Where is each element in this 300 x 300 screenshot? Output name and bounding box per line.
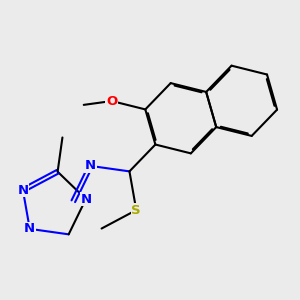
Text: O: O <box>106 94 117 107</box>
Text: N: N <box>80 193 92 206</box>
Text: N: N <box>24 222 35 236</box>
Text: S: S <box>131 204 141 217</box>
Text: N: N <box>85 159 96 172</box>
Text: N: N <box>17 184 28 197</box>
